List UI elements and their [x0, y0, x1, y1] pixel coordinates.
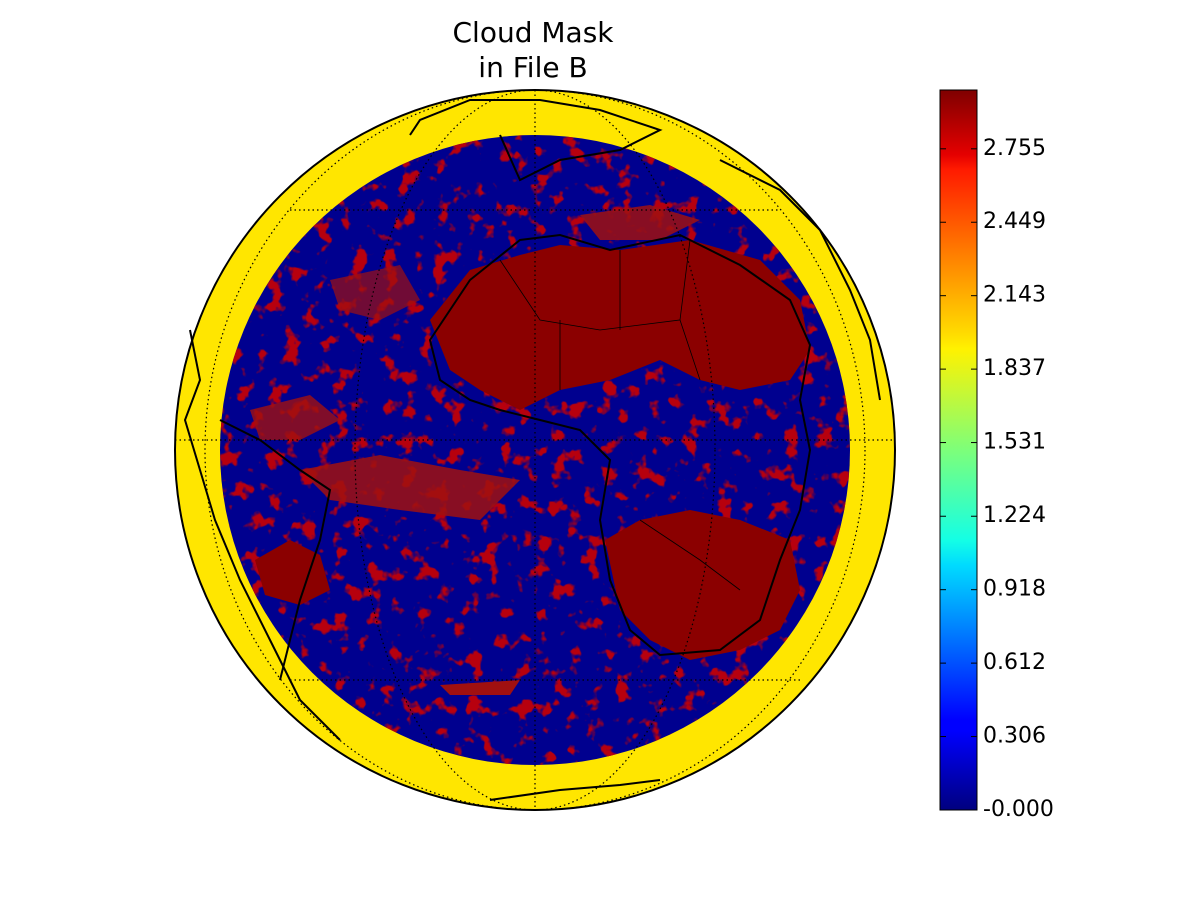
colorbar-tick-label: 0.306 [983, 724, 1046, 749]
colorbar-tick-label: 2.143 [983, 283, 1046, 308]
title-line: Cloud Mask [453, 16, 615, 49]
colorbar-tick-label: 2.755 [983, 136, 1046, 161]
colorbar: -0.000 0.306 0.612 0.918 1.224 1.531 1.837 2.14… [939, 89, 1054, 822]
colorbar-gradient [939, 89, 978, 811]
colorbar-tick-label: 1.224 [983, 503, 1046, 528]
colorbar-tick-label: 2.449 [983, 209, 1046, 234]
title-line: in File B [478, 51, 587, 84]
colorbar-tick-label: 1.837 [983, 356, 1046, 381]
colorbar-tick-label: 0.918 [983, 577, 1046, 602]
globe [174, 89, 896, 811]
colorbar-tick-label: -0.000 [983, 797, 1054, 822]
colorbar-tick-label: 1.531 [983, 430, 1046, 455]
colorbar-tick-label: 0.612 [983, 650, 1046, 675]
